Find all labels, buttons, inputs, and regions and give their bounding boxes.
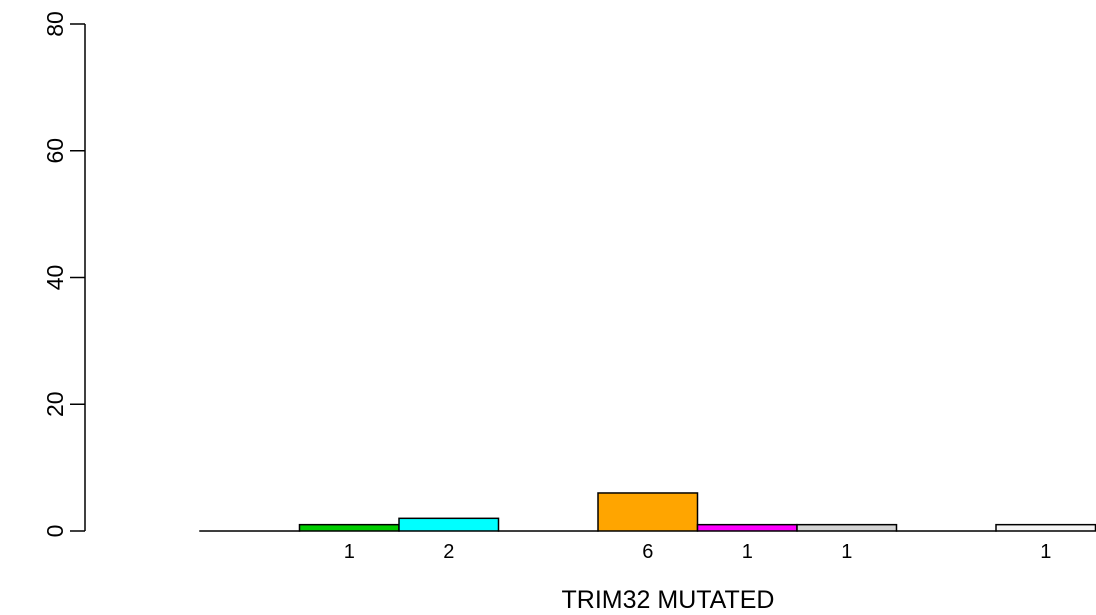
bars bbox=[199, 492, 1096, 532]
bar-value-label: 2 bbox=[443, 541, 454, 563]
bar-value-label: 1 bbox=[841, 541, 852, 563]
bar-value-label: 6 bbox=[642, 541, 653, 563]
bar bbox=[597, 492, 699, 532]
bar-value-label: 1 bbox=[1040, 541, 1051, 563]
y-tick-label: 0 bbox=[42, 525, 68, 538]
bar-value-label: 1 bbox=[742, 541, 753, 563]
y-axis: 0 20 40 60 80 bbox=[42, 11, 86, 538]
y-tick-label: 60 bbox=[42, 138, 68, 164]
bar bbox=[995, 523, 1096, 532]
y-tick-label: 20 bbox=[42, 391, 68, 417]
y-tick-label: 80 bbox=[42, 11, 68, 37]
bar bbox=[796, 523, 898, 532]
bar bbox=[298, 523, 400, 532]
bar bbox=[398, 517, 500, 532]
bar-value-label: 1 bbox=[344, 541, 355, 563]
bar bbox=[696, 523, 798, 532]
x-axis-title: TRIM32 MUTATED bbox=[562, 586, 775, 614]
y-tick-label: 40 bbox=[42, 265, 68, 291]
bar-labels: 1 2 6 1 1 1 bbox=[344, 541, 1052, 563]
